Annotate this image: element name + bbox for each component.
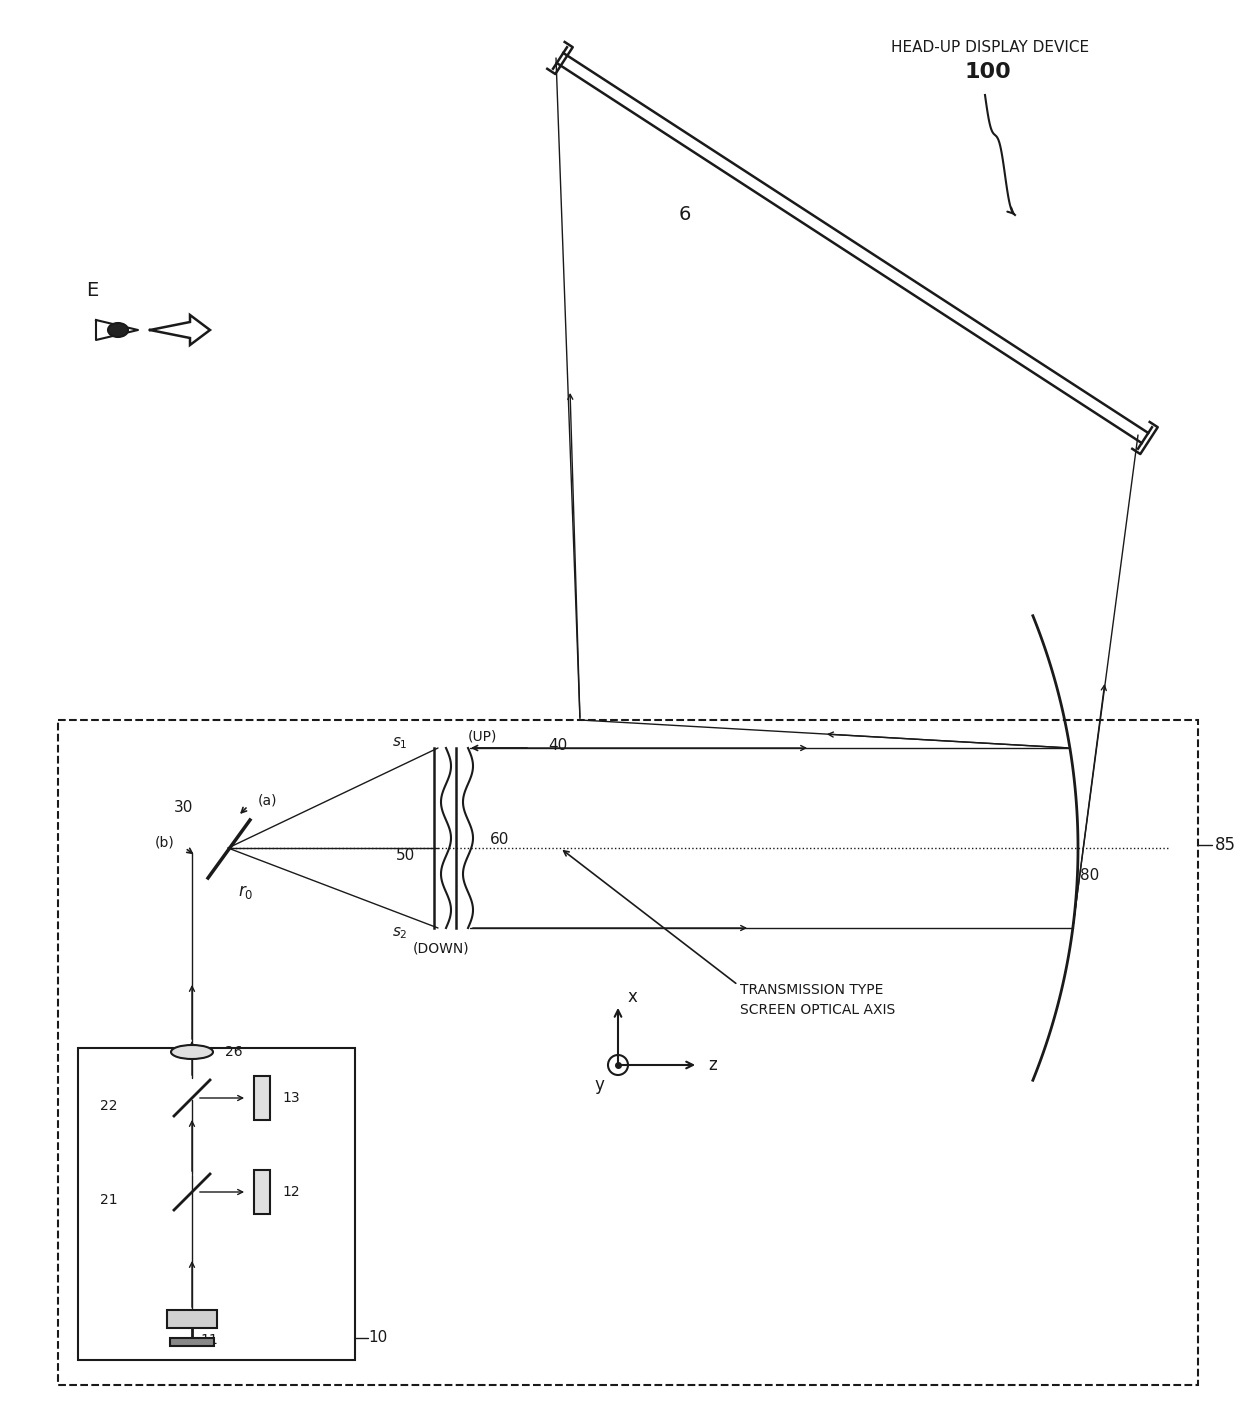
Text: y: y: [594, 1077, 604, 1094]
Bar: [167, 1310, 217, 1328]
Text: 30: 30: [174, 801, 193, 815]
Text: $s_1$: $s_1$: [392, 735, 408, 750]
Bar: [78, 1048, 355, 1359]
Text: 10: 10: [368, 1331, 387, 1345]
Text: SCREEN OPTICAL AXIS: SCREEN OPTICAL AXIS: [740, 1003, 895, 1017]
Text: (DOWN): (DOWN): [413, 941, 470, 955]
Text: 22: 22: [100, 1099, 118, 1113]
Bar: [254, 1077, 270, 1121]
Text: $r_0$: $r_0$: [238, 883, 253, 901]
Text: 13: 13: [281, 1091, 300, 1105]
Bar: [170, 1338, 215, 1347]
Text: TRANSMISSION TYPE: TRANSMISSION TYPE: [740, 983, 883, 998]
Text: 12: 12: [281, 1186, 300, 1200]
Text: (UP): (UP): [467, 729, 497, 743]
Text: (a): (a): [258, 793, 278, 807]
Ellipse shape: [108, 324, 128, 336]
Text: HEAD-UP DISPLAY DEVICE: HEAD-UP DISPLAY DEVICE: [890, 41, 1089, 55]
Text: 21: 21: [100, 1193, 118, 1207]
Text: 80: 80: [1080, 868, 1099, 883]
Text: 50: 50: [396, 848, 415, 862]
Text: 60: 60: [490, 832, 510, 848]
Text: 6: 6: [678, 205, 691, 225]
Text: (b): (b): [155, 835, 175, 849]
Bar: [58, 721, 1198, 1385]
Ellipse shape: [171, 1046, 213, 1058]
Text: E: E: [86, 281, 98, 300]
Text: $s_2$: $s_2$: [392, 926, 408, 941]
Text: 85: 85: [1215, 836, 1236, 853]
Text: 40: 40: [548, 738, 567, 753]
Text: 11: 11: [200, 1332, 218, 1347]
Bar: [254, 1170, 270, 1214]
Text: x: x: [627, 988, 637, 1006]
Text: 26: 26: [224, 1046, 243, 1058]
Text: z: z: [708, 1056, 717, 1074]
Text: 100: 100: [965, 62, 1012, 82]
